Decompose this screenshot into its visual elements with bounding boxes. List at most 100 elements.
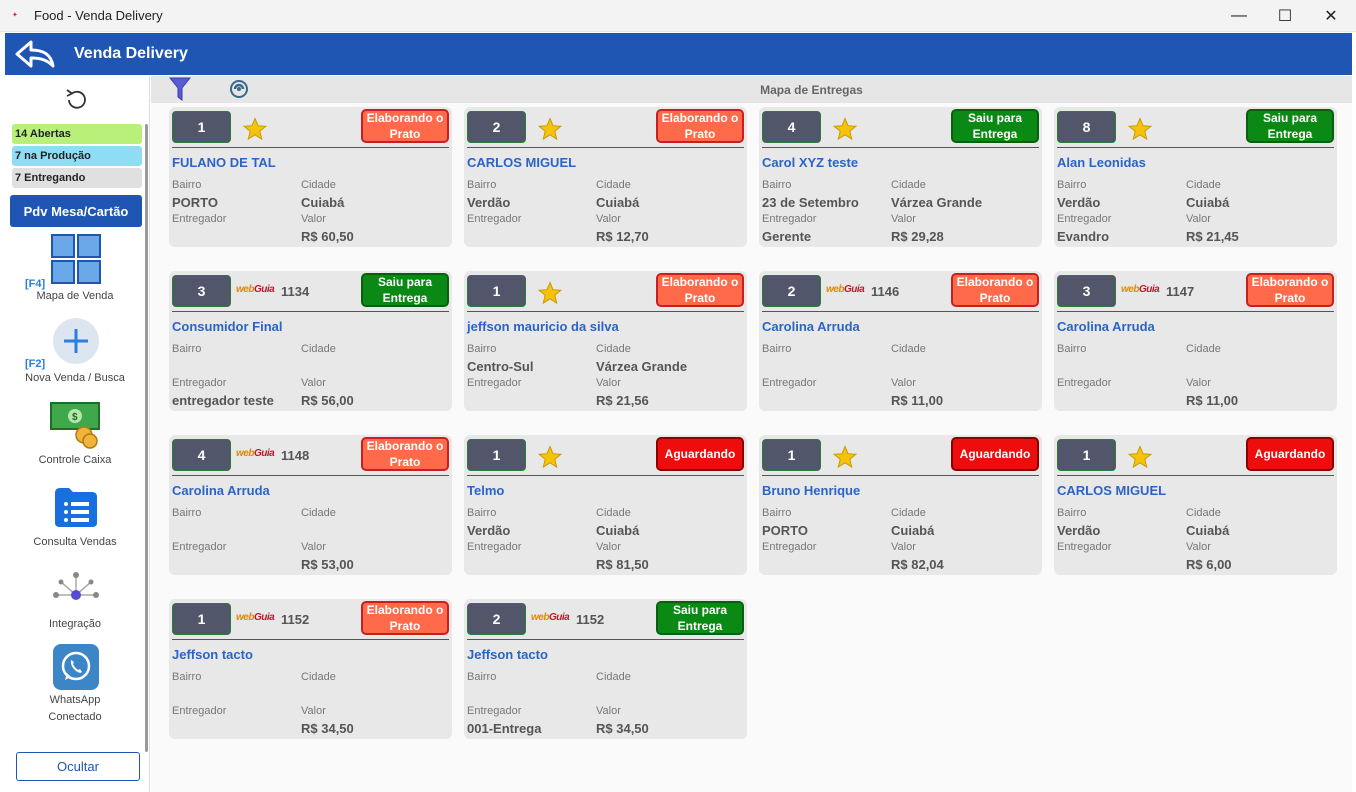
valor-value: R$ 56,00 xyxy=(301,393,354,408)
order-card[interactable]: 2 Elaborando o Prato CARLOS MIGUEL Bairro Ci… xyxy=(464,107,747,247)
customer-name: Bruno Henrique xyxy=(762,483,861,498)
cidade-label: Cidade xyxy=(301,507,336,519)
order-card[interactable]: 1 Aguardando Bruno Henrique Bairro Cidade POR… xyxy=(759,435,1042,575)
map-title: Mapa de Entregas xyxy=(760,83,863,97)
main-toolbar: Mapa de Entregas xyxy=(151,76,1352,103)
bairro-label: Bairro xyxy=(467,179,497,191)
order-card[interactable]: 8 Saiu para Entrega Alan Leonidas Bairro Cid… xyxy=(1054,107,1337,247)
bairro-label: Bairro xyxy=(762,507,792,519)
card-divider xyxy=(172,475,449,476)
maximize-button[interactable]: ☐ xyxy=(1277,8,1293,25)
entregador-label: Entregador xyxy=(172,541,227,553)
bairro-label: Bairro xyxy=(467,671,497,683)
refresh-icon[interactable] xyxy=(63,86,91,114)
sidebar-scrollbar[interactable] xyxy=(145,124,148,752)
bairro-label: Bairro xyxy=(172,671,202,683)
order-card[interactable]: 1 Aguardando Telmo Bairro Cidade Verdão Cuiabá… xyxy=(464,435,747,575)
table-number-badge[interactable]: 4 xyxy=(172,439,231,471)
webguia-logo: webGuia xyxy=(531,612,570,623)
customer-name: Jeffson tacto xyxy=(467,647,548,662)
sync-icon[interactable] xyxy=(229,79,249,99)
status-badge[interactable]: Aguardando xyxy=(656,437,744,471)
sidebar-item-label: WhatsApp xyxy=(49,694,101,706)
order-card[interactable]: 1 Aguardando CARLOS MIGUEL Bairro Cidade Verd… xyxy=(1054,435,1337,575)
bairro-label: Bairro xyxy=(1057,179,1087,191)
status-badge[interactable]: Elaborando o Prato xyxy=(361,437,449,471)
star-icon xyxy=(832,445,858,469)
cidade-label: Cidade xyxy=(891,179,926,191)
table-number-badge[interactable]: 3 xyxy=(172,275,231,307)
star-icon xyxy=(242,117,268,141)
star-icon xyxy=(537,281,563,305)
entregador-label: Entregador xyxy=(467,541,522,553)
status-badge[interactable]: Elaborando o Prato xyxy=(1246,273,1334,307)
webguia-order-id: 1147 xyxy=(1166,284,1195,299)
pdv-mesa-cartao-button[interactable]: Pdv Mesa/Cartão xyxy=(10,195,142,227)
minimize-button[interactable]: — xyxy=(1231,7,1247,24)
table-number-badge[interactable]: 2 xyxy=(467,603,526,635)
close-button[interactable]: ✕ xyxy=(1324,8,1338,25)
page-header: Venda Delivery xyxy=(5,33,1352,75)
valor-value: R$ 34,50 xyxy=(301,721,354,736)
card-divider xyxy=(172,311,449,312)
order-card[interactable]: 2 webGuia 1146 Elaborando o Prato Carolina A… xyxy=(759,271,1042,411)
order-card[interactable]: 1 Elaborando o Prato FULANO DE TAL Bairro Ci… xyxy=(169,107,452,247)
status-badge[interactable]: Saiu para Entrega xyxy=(1246,109,1334,143)
order-card[interactable]: 4 Saiu para Entrega Carol XYZ teste Bairro C… xyxy=(759,107,1042,247)
status-badge[interactable]: Saiu para Entrega xyxy=(656,601,744,635)
back-arrow-icon[interactable] xyxy=(13,38,57,70)
table-number-badge[interactable]: 1 xyxy=(172,603,231,635)
card-divider xyxy=(467,475,744,476)
table-number-badge[interactable]: 1 xyxy=(1057,439,1116,471)
customer-name: Carolina Arruda xyxy=(1057,319,1155,334)
valor-value: R$ 11,00 xyxy=(1186,393,1239,408)
order-card[interactable]: 1 Elaborando o Prato jeffson mauricio da s… xyxy=(464,271,747,411)
entregador-label: Entregador xyxy=(172,213,227,225)
status-badge[interactable]: Elaborando o Prato xyxy=(361,601,449,635)
entregador-value: entregador teste xyxy=(172,393,274,408)
valor-value: R$ 29,28 xyxy=(891,229,944,244)
production-orders-count[interactable]: 7 na Produção xyxy=(12,146,142,166)
table-number-badge[interactable]: 1 xyxy=(172,111,231,143)
filter-icon[interactable] xyxy=(169,77,191,101)
table-number-badge[interactable]: 1 xyxy=(467,275,526,307)
status-badge[interactable]: Elaborando o Prato xyxy=(361,109,449,143)
table-number-badge[interactable]: 3 xyxy=(1057,275,1116,307)
order-card[interactable]: 2 webGuia 1152 Saiu para Entrega Jeffson tac… xyxy=(464,599,747,739)
bairro-value: Verdão xyxy=(1057,195,1101,210)
card-divider xyxy=(467,311,744,312)
list-icon xyxy=(55,488,97,527)
webguia-order-id: 1148 xyxy=(281,448,310,463)
status-badge[interactable]: Saiu para Entrega xyxy=(361,273,449,307)
table-number-badge[interactable]: 1 xyxy=(762,439,821,471)
valor-label: Valor xyxy=(301,705,326,717)
status-badge[interactable]: Elaborando o Prato xyxy=(656,109,744,143)
cidade-value: Várzea Grande xyxy=(891,195,983,210)
bairro-value: 23 de Setembro xyxy=(762,195,859,210)
delivering-orders-count[interactable]: 7 Entregando xyxy=(12,168,142,188)
table-number-badge[interactable]: 2 xyxy=(467,111,526,143)
order-card[interactable]: 4 webGuia 1148 Elaborando o Prato Carolina A… xyxy=(169,435,452,575)
table-number-badge[interactable]: 8 xyxy=(1057,111,1116,143)
order-card[interactable]: 3 webGuia 1134 Saiu para Entrega Consumidor … xyxy=(169,271,452,411)
table-number-badge[interactable]: 2 xyxy=(762,275,821,307)
cidade-label: Cidade xyxy=(301,179,336,191)
svg-text:$: $ xyxy=(72,412,78,423)
status-badge[interactable]: Saiu para Entrega xyxy=(951,109,1039,143)
table-number-badge[interactable]: 1 xyxy=(467,439,526,471)
status-badge[interactable]: Aguardando xyxy=(1246,437,1334,471)
status-badge[interactable]: Elaborando o Prato xyxy=(656,273,744,307)
open-orders-count[interactable]: 14 Abertas xyxy=(12,124,142,144)
valor-label: Valor xyxy=(891,377,916,389)
status-badge[interactable]: Aguardando xyxy=(951,437,1039,471)
order-card[interactable]: 1 webGuia 1152 Elaborando o Prato Jeffson ta… xyxy=(169,599,452,739)
table-number-badge[interactable]: 4 xyxy=(762,111,821,143)
order-card[interactable]: 3 webGuia 1147 Elaborando o Prato Carolina A… xyxy=(1054,271,1337,411)
entregador-label: Entregador xyxy=(762,213,817,225)
star-icon xyxy=(1127,117,1153,141)
bairro-value: Verdão xyxy=(1057,523,1101,538)
status-badge[interactable]: Elaborando o Prato xyxy=(951,273,1039,307)
star-icon xyxy=(1127,445,1153,469)
entregador-label: Entregador xyxy=(467,705,522,717)
hide-sidebar-button[interactable]: Ocultar xyxy=(16,752,140,781)
